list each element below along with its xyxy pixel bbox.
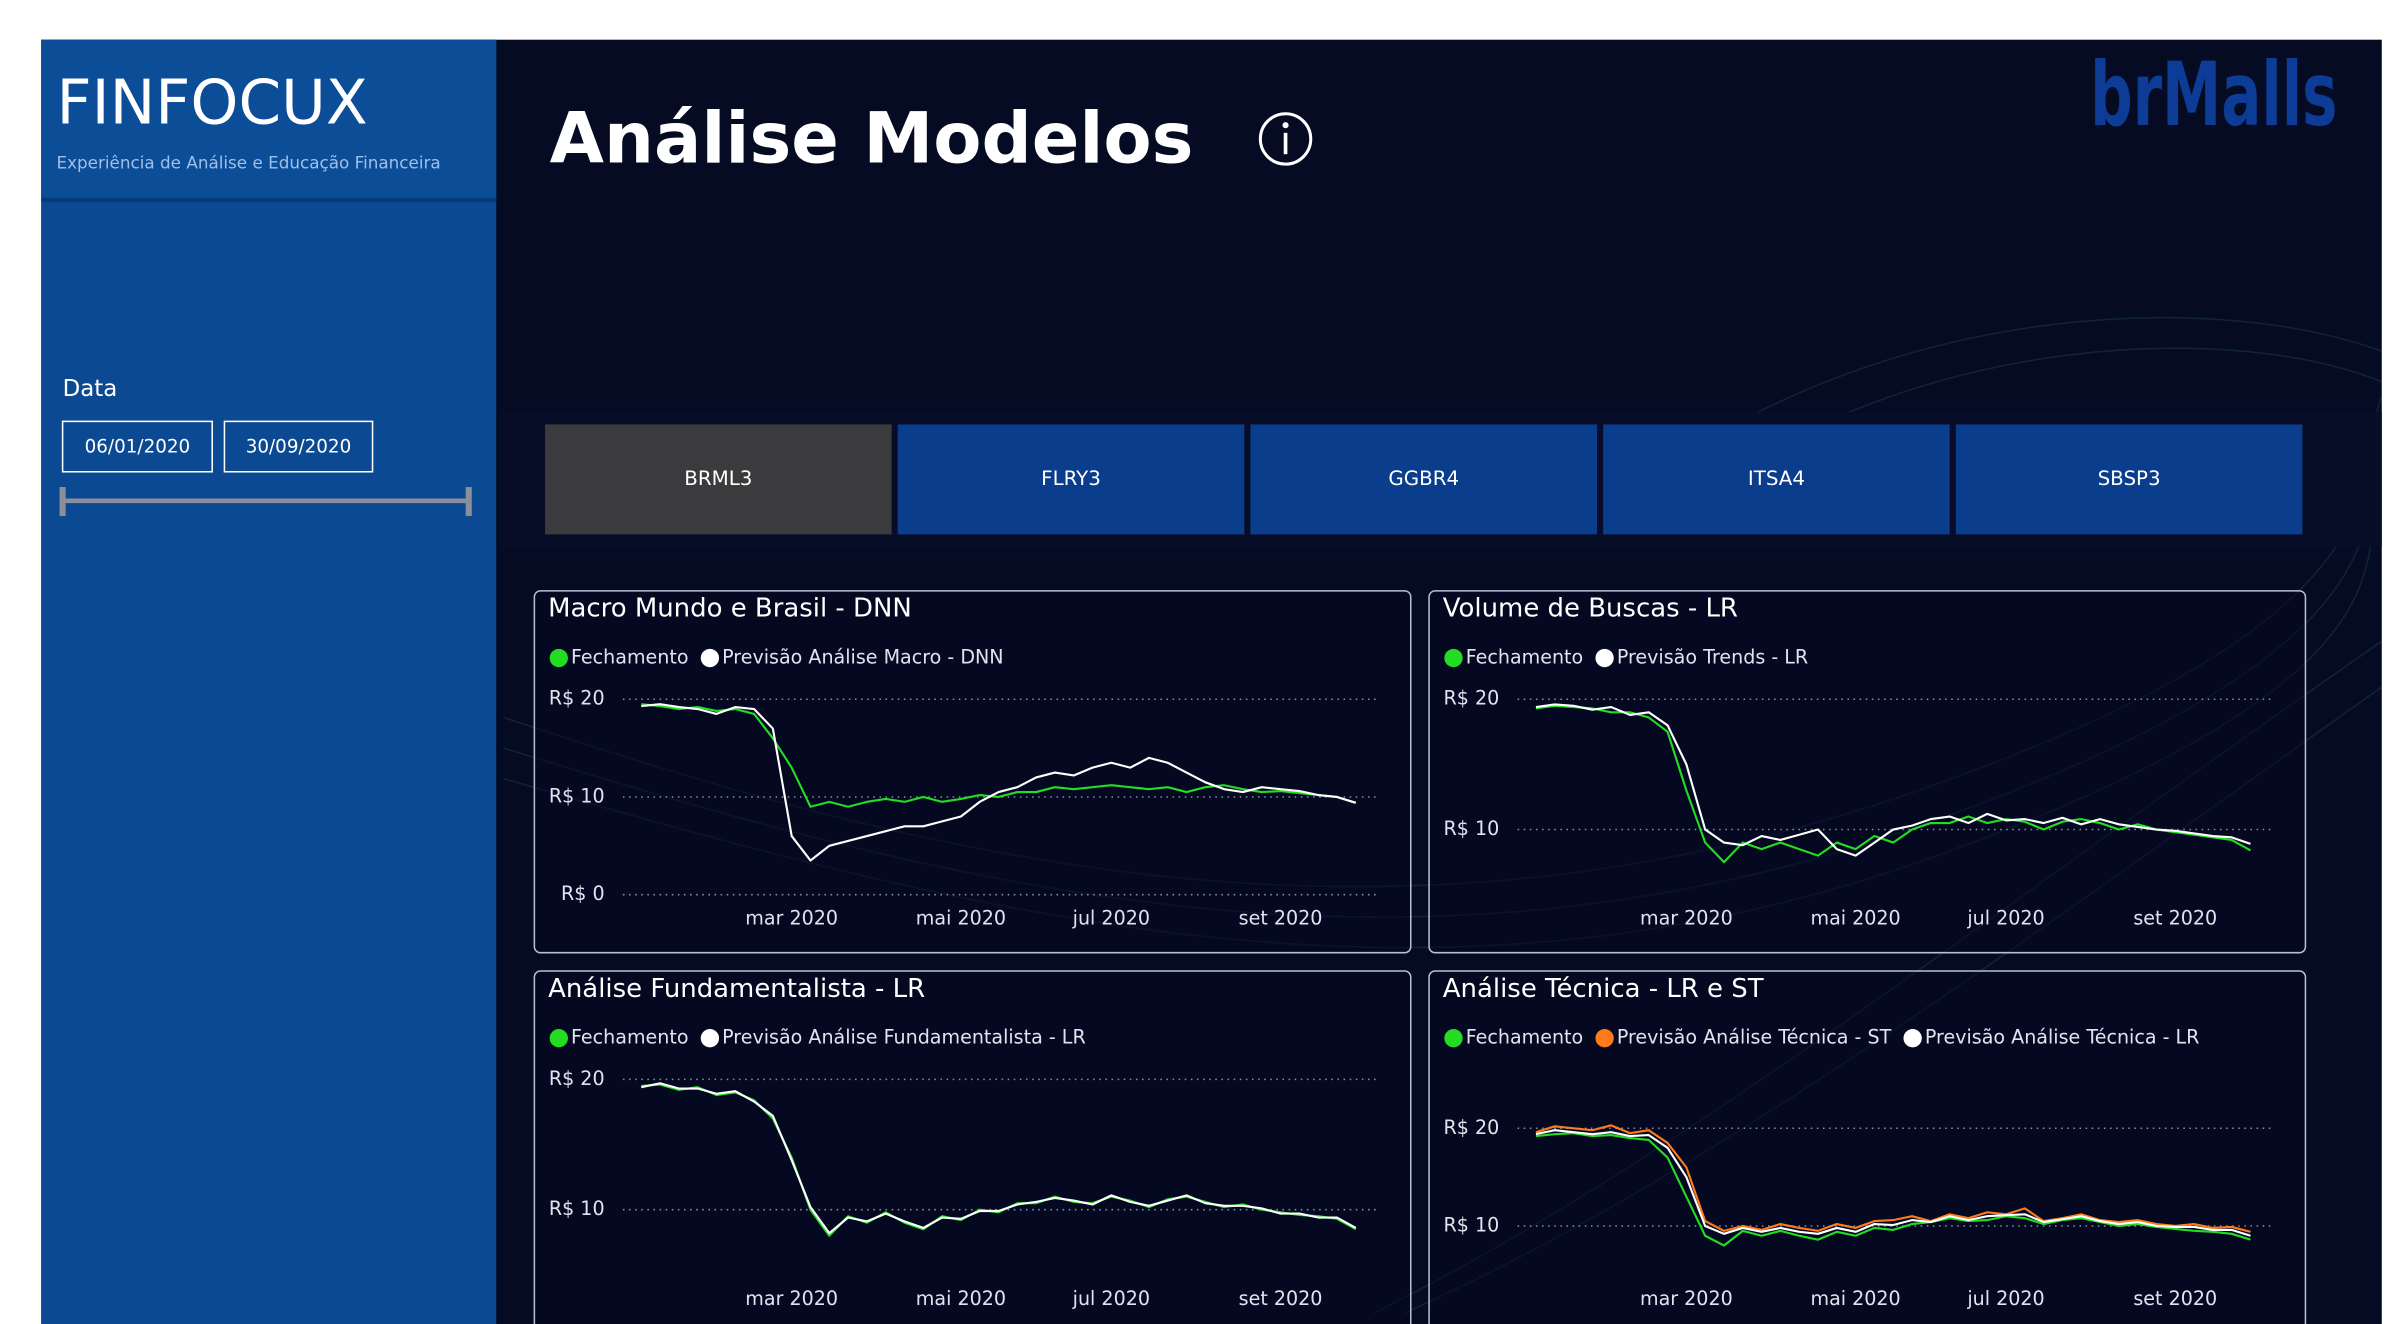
legend-label: Previsão Análise Fundamentalista - LR: [722, 1027, 1086, 1049]
date-label: Data: [63, 376, 118, 402]
y-tick-label: R$ 10: [1444, 818, 1500, 840]
chart-title: Macro Mundo e Brasil - DNN: [548, 594, 912, 624]
legend-marker: [1444, 1029, 1463, 1048]
legend-marker: [549, 1029, 568, 1048]
tab-label[interactable]: ITSA4: [1748, 467, 1805, 490]
y-tick-label: R$ 20: [549, 1068, 605, 1090]
tagline: Experiência de Análise e Educação Financ…: [56, 152, 440, 172]
chart-title: Análise Técnica - LR e ST: [1443, 974, 1764, 1004]
legend-marker: [1903, 1029, 1922, 1048]
date-end[interactable]: 30/09/2020: [246, 436, 352, 457]
legend-label: Fechamento: [571, 647, 689, 669]
slider-handle[interactable]: [59, 487, 66, 517]
x-tick-label: mai 2020: [916, 908, 1006, 930]
company-logo: brMalls: [2090, 43, 2337, 146]
series-line: [641, 1082, 1357, 1235]
legend-marker: [1595, 1029, 1614, 1048]
legend-label: Fechamento: [1466, 1027, 1584, 1049]
legend-label: Fechamento: [571, 1027, 689, 1049]
tab-label[interactable]: BRML3: [684, 467, 752, 490]
series-line: [1535, 1129, 2251, 1237]
chart-panel: [533, 970, 1412, 1324]
x-tick-label: mar 2020: [1640, 1288, 1733, 1310]
series-line: [641, 703, 1357, 862]
sidebar: [41, 39, 497, 1324]
tab[interactable]: [1250, 424, 1598, 535]
legend-marker: [549, 648, 568, 668]
legend-label: Previsão Análise Técnica - ST: [1617, 1027, 1892, 1049]
legend-label: Previsão Trends - LR: [1617, 647, 1808, 669]
x-tick-label: set 2020: [1239, 1288, 1323, 1310]
legend-label: Previsão Análise Macro - DNN: [722, 647, 1003, 669]
x-tick-label: mar 2020: [1640, 908, 1733, 930]
x-tick-label: jul 2020: [1072, 908, 1150, 930]
y-tick-label: R$ 10: [549, 1198, 605, 1220]
legend-marker: [1444, 648, 1463, 668]
series-line: [1535, 703, 2251, 857]
brand: FINFOCUX: [56, 67, 367, 138]
x-tick-label: mai 2020: [916, 1288, 1006, 1310]
series-line: [1535, 1124, 2251, 1233]
x-tick-label: set 2020: [2133, 1288, 2217, 1310]
tab-label[interactable]: GGBR4: [1388, 467, 1459, 490]
x-tick-label: jul 2020: [1966, 1288, 2044, 1310]
date-start-box[interactable]: [61, 420, 213, 473]
page-title: Análise Modelos: [550, 98, 1194, 180]
chart-panel: [1428, 590, 2307, 954]
x-tick-label: set 2020: [2133, 908, 2217, 930]
tab[interactable]: [545, 424, 892, 535]
legend-marker: [700, 1029, 720, 1048]
slider-handle[interactable]: [465, 487, 472, 517]
tab[interactable]: [897, 424, 1245, 535]
y-tick-label: R$ 20: [1444, 688, 1500, 710]
x-tick-label: set 2020: [1239, 908, 1323, 930]
tab-label[interactable]: FLRY3: [1041, 467, 1101, 490]
date-end-box[interactable]: [223, 420, 374, 473]
series-line: [1535, 1132, 2251, 1247]
brand-panel: [41, 39, 497, 199]
y-tick-label: R$ 20: [1444, 1117, 1500, 1139]
x-tick-label: jul 2020: [1966, 908, 2044, 930]
info-icon[interactable]: [1258, 112, 1313, 166]
y-tick-label: R$ 20: [549, 688, 605, 710]
y-tick-label: R$ 10: [549, 785, 605, 807]
legend-label: Previsão Análise Técnica - LR: [1925, 1027, 2200, 1049]
x-tick-label: jul 2020: [1072, 1288, 1150, 1310]
chart-title: Volume de Buscas - LR: [1443, 594, 1738, 624]
x-tick-label: mai 2020: [1811, 908, 1901, 930]
y-tick-label: R$ 0: [561, 883, 605, 905]
tab[interactable]: [1603, 424, 1950, 535]
date-start[interactable]: 06/01/2020: [85, 436, 191, 457]
chart-panel: [533, 590, 1412, 954]
y-tick-label: R$ 10: [1444, 1214, 1500, 1236]
tab[interactable]: [1955, 424, 2303, 535]
series-line: [641, 703, 1357, 808]
legend-label: Fechamento: [1466, 647, 1584, 669]
chart-panel: [1428, 970, 2307, 1324]
chart-title: Análise Fundamentalista - LR: [548, 974, 925, 1004]
x-tick-label: mar 2020: [745, 1288, 838, 1310]
legend-marker: [1595, 648, 1614, 668]
x-tick-label: mar 2020: [745, 908, 838, 930]
tab-label[interactable]: SBSP3: [2098, 467, 2161, 490]
legend-marker: [700, 648, 720, 668]
x-tick-label: mai 2020: [1811, 1288, 1901, 1310]
